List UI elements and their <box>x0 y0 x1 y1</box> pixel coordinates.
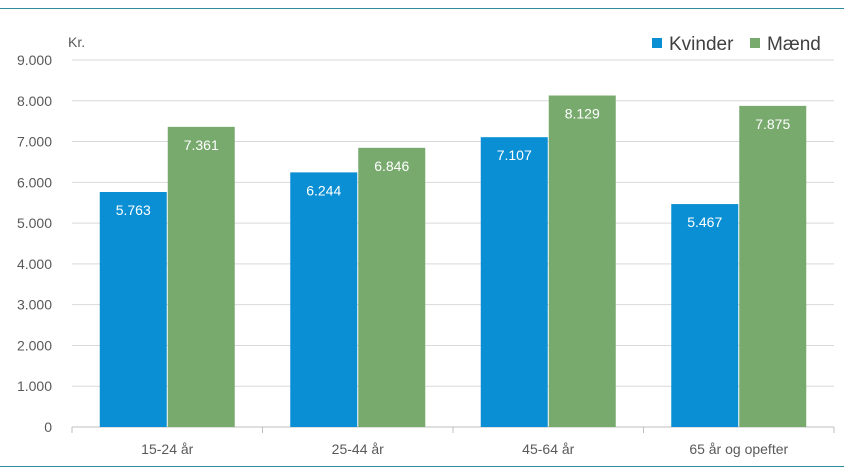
bar-maend <box>739 105 807 427</box>
data-label: 7.361 <box>184 137 219 153</box>
data-label: 7.107 <box>497 147 532 163</box>
data-labels: 5.763 7.361 6.244 6.846 7.107 8.129 5.467 7.875 <box>116 106 791 231</box>
bottom-border <box>0 466 844 467</box>
bar-kvinder <box>290 172 358 427</box>
x-category-label: 25-44 år <box>332 441 384 457</box>
data-label: 6.846 <box>374 158 409 174</box>
top-border <box>0 8 844 9</box>
bar-maend <box>358 147 426 427</box>
x-category-label: 65 år og opefter <box>689 441 788 457</box>
bar-kvinder <box>480 137 548 428</box>
bar-maend <box>167 126 235 427</box>
y-unit-label: Kr. <box>68 34 85 50</box>
legend-swatch-maend <box>750 38 760 48</box>
data-label: 5.467 <box>687 214 722 230</box>
data-label: 5.763 <box>116 202 151 218</box>
legend-swatch-kvinder <box>652 38 662 48</box>
y-tick-label: 6.000 <box>17 174 52 190</box>
y-tick-label: 1.000 <box>17 378 52 394</box>
y-tick-label: 4.000 <box>17 256 52 272</box>
y-tick-label: 5.000 <box>17 215 52 231</box>
y-tick-label: 7.000 <box>17 134 52 150</box>
x-axis-categories: 15-24 år 25-44 år 45-64 år 65 år og opefter <box>141 441 788 457</box>
data-label: 6.244 <box>306 182 341 198</box>
y-tick-label: 3.000 <box>17 297 52 313</box>
legend-label-kvinder: Kvinder <box>669 34 734 55</box>
x-category-label: 15-24 år <box>141 441 193 457</box>
y-tick-label: 9.000 <box>17 52 52 68</box>
y-tick-label: 8.000 <box>17 93 52 109</box>
data-label: 8.129 <box>565 106 600 122</box>
legend-label-maend: Mænd <box>767 34 821 55</box>
x-category-label: 45-64 år <box>522 441 574 457</box>
bar-kvinder <box>99 191 167 427</box>
bar-maend <box>548 95 616 427</box>
legend: Kvinder Mænd <box>652 34 821 55</box>
y-tick-label: 0 <box>44 419 52 435</box>
data-label: 7.875 <box>755 116 790 132</box>
bar-kvinder <box>671 204 739 427</box>
y-axis-ticks: 0 1.000 2.000 3.000 4.000 5.000 6.000 7.000 8.00… <box>17 52 52 435</box>
y-tick-label: 2.000 <box>17 337 52 353</box>
bars <box>99 95 807 428</box>
